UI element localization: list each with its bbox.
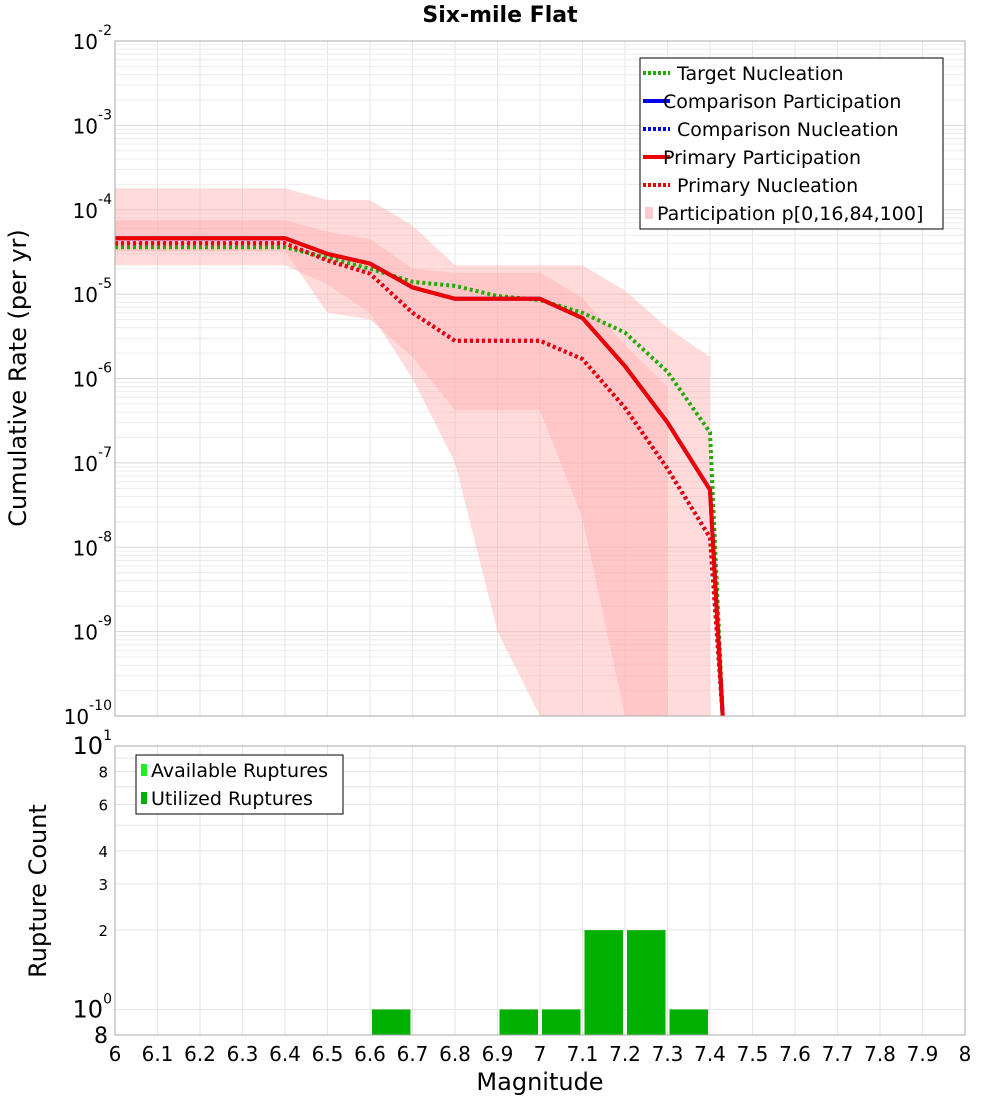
legend-label: Utilized Ruptures bbox=[151, 788, 313, 810]
top-y-tick-label: 10-6 bbox=[73, 361, 113, 392]
x-tick-label: 6.6 bbox=[354, 1042, 386, 1066]
bottom-legend: Available Ruptures Utilized Ruptures bbox=[135, 754, 344, 815]
legend-swatch bbox=[141, 792, 147, 804]
legend-swatch bbox=[141, 764, 147, 776]
bottom-y-minor-tick-label: 6 bbox=[98, 796, 108, 814]
x-tick-label: 6 bbox=[109, 1042, 122, 1066]
bottom-y-minor-tick-label: 8 bbox=[98, 764, 108, 782]
x-tick-label: 6.5 bbox=[312, 1042, 344, 1066]
bottom-y-minor-tick-label: 4 bbox=[98, 843, 108, 861]
top-y-tick-label: 10-9 bbox=[73, 614, 112, 645]
bar-utilized-ruptures bbox=[499, 1009, 538, 1035]
x-tick-label: 7.4 bbox=[694, 1042, 726, 1066]
top-y-tick-label: 10-7 bbox=[73, 445, 112, 476]
x-tick-label: 7.3 bbox=[652, 1042, 684, 1066]
x-tick-label: 7.6 bbox=[779, 1042, 811, 1066]
top-legend: Target Nucleation Comparison Participatio… bbox=[639, 57, 944, 230]
band-p0-p100 bbox=[115, 188, 710, 716]
legend-label: Primary Nucleation bbox=[677, 175, 858, 197]
legend-label: Comparison Nucleation bbox=[677, 119, 899, 141]
chart-title: Six-mile Flat bbox=[422, 3, 578, 28]
legend-label: Comparison Participation bbox=[663, 91, 901, 113]
bottom-y-minor-tick-label: 2 bbox=[98, 922, 108, 940]
bottom-y-tick-label: 101 bbox=[73, 728, 112, 760]
bar-utilized-ruptures bbox=[669, 1009, 708, 1035]
bar-utilized-ruptures bbox=[372, 1009, 411, 1035]
x-tick-label: 6.2 bbox=[184, 1042, 216, 1066]
legend-label: Participation p[0,16,84,100] bbox=[657, 203, 923, 225]
bar-utilized-ruptures bbox=[584, 930, 623, 1035]
x-tick-label: 6.8 bbox=[439, 1042, 471, 1066]
legend-swatch bbox=[645, 207, 653, 219]
legend-label: Target Nucleation bbox=[676, 63, 844, 85]
x-tick-label: 8 bbox=[959, 1042, 972, 1066]
top-y-ticks: 10-2 10-3 10-4 10-5 10-6 10-7 10-8 10-9 10-10 bbox=[64, 23, 112, 729]
x-tick-label: 7.8 bbox=[864, 1042, 896, 1066]
x-axis-label: Magnitude bbox=[476, 1068, 603, 1096]
x-tick-label: 7.7 bbox=[822, 1042, 854, 1066]
top-y-tick-label: 10-4 bbox=[73, 192, 113, 223]
x-ticks: 6 6.1 6.2 6.3 6.4 6.5 6.6 6.7 6.8 6.9 7 7.1 7.2 7.3 7.… bbox=[109, 1042, 972, 1066]
x-tick-label: 6.4 bbox=[269, 1042, 301, 1066]
x-tick-label: 7 bbox=[534, 1042, 547, 1066]
bottom-y-axis-label: Rupture Count bbox=[24, 804, 52, 978]
bottom-bars bbox=[372, 930, 708, 1035]
top-plot-frame bbox=[114, 40, 966, 717]
x-tick-label: 7.9 bbox=[907, 1042, 939, 1066]
x-tick-label: 6.7 bbox=[397, 1042, 429, 1066]
series-line-primary-participation bbox=[115, 236, 725, 717]
top-y-tick-label: 10-2 bbox=[73, 23, 112, 54]
x-tick-label: 6.9 bbox=[482, 1042, 514, 1066]
bar-utilized-ruptures bbox=[542, 1009, 581, 1035]
bottom-y-minor-tick-label: 3 bbox=[98, 876, 108, 894]
top-y-tick-label: 10-3 bbox=[73, 107, 112, 138]
x-tick-label: 6.3 bbox=[227, 1042, 259, 1066]
top-lines bbox=[115, 236, 725, 717]
top-y-tick-label: 10-10 bbox=[64, 698, 112, 729]
band-p16-p84 bbox=[115, 220, 668, 717]
x-tick-label: 7.5 bbox=[737, 1042, 769, 1066]
top-bands bbox=[115, 188, 710, 717]
bottom-y-tick-label: 100 bbox=[73, 991, 112, 1023]
bottom-y-minor-tick-label: 8 bbox=[94, 1024, 108, 1049]
series-line-primary-nucleation bbox=[115, 241, 725, 717]
top-y-axis-label: Cumulative Rate (per yr) bbox=[4, 229, 32, 527]
bottom-plot-frame bbox=[114, 745, 966, 1036]
legend-label: Available Ruptures bbox=[151, 760, 328, 782]
top-y-tick-label: 10-5 bbox=[73, 276, 112, 307]
bar-utilized-ruptures bbox=[627, 930, 666, 1035]
legend-label: Primary Participation bbox=[663, 147, 861, 169]
x-tick-label: 7.2 bbox=[609, 1042, 641, 1066]
x-tick-label: 7.1 bbox=[567, 1042, 599, 1066]
top-y-tick-label: 10-8 bbox=[73, 529, 112, 560]
x-tick-label: 6.1 bbox=[142, 1042, 174, 1066]
